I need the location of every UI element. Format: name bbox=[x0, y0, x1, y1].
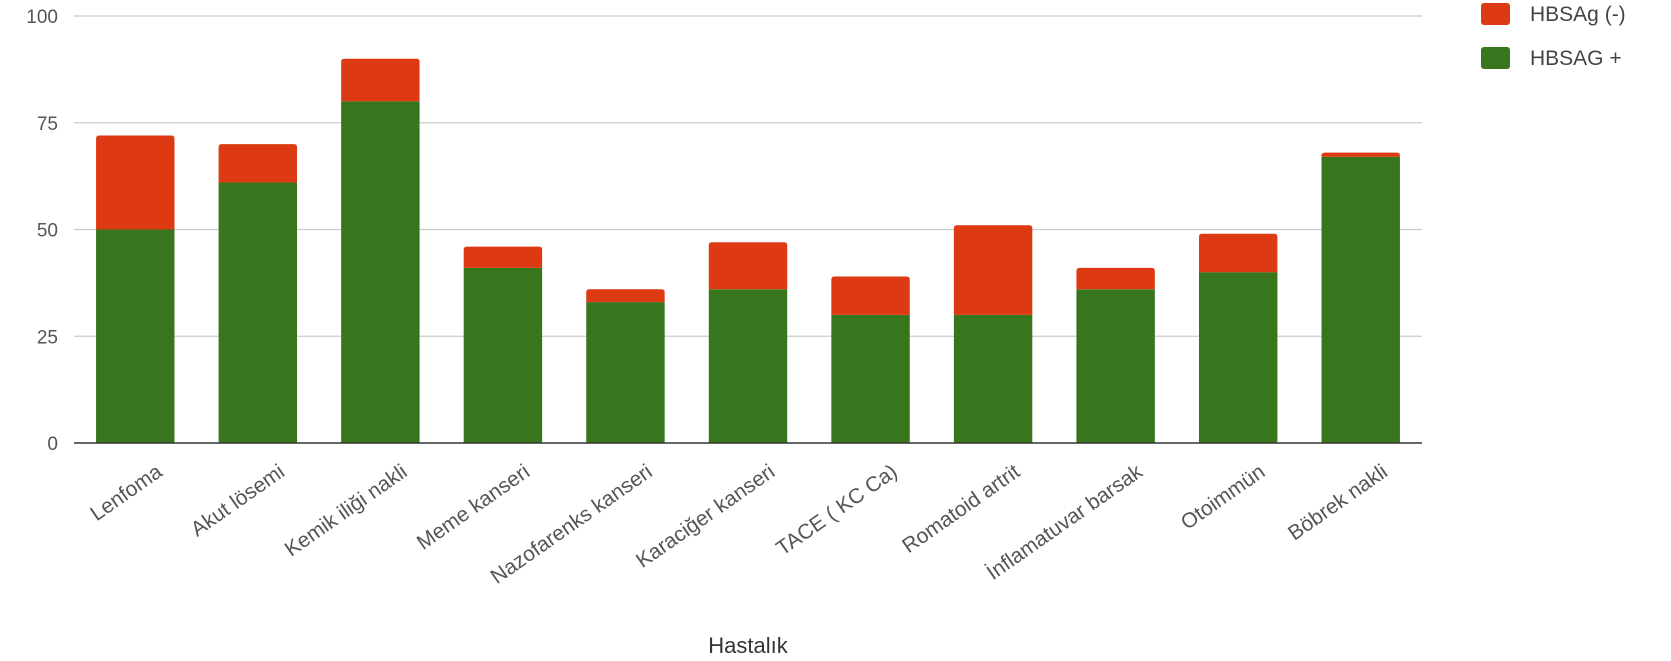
x-tick-label-1: Lenfoma bbox=[86, 460, 166, 526]
bar-group-8[interactable] bbox=[953, 225, 1033, 443]
bar-2-hbsag-positive[interactable] bbox=[218, 182, 298, 443]
bar-8-hbsag-negative[interactable] bbox=[953, 225, 1033, 315]
bar-group-3[interactable] bbox=[341, 58, 420, 444]
y-tick-label-100: 100 bbox=[26, 7, 58, 28]
bar-10-hbsag-negative[interactable] bbox=[1198, 233, 1278, 273]
bar-group-1[interactable] bbox=[96, 135, 175, 444]
bar-group-6[interactable] bbox=[708, 242, 788, 443]
y-tick-label-0: 0 bbox=[47, 434, 58, 455]
bar-5-hbsag-positive[interactable] bbox=[586, 302, 665, 443]
bar-group-2[interactable] bbox=[218, 144, 298, 443]
legend[interactable]: HBSAg (-) HBSAG + bbox=[1481, 3, 1626, 70]
bar-5-hbsag-negative[interactable] bbox=[586, 289, 665, 303]
bar-7-hbsag-negative[interactable] bbox=[831, 276, 910, 315]
legend-item-2[interactable]: HBSAG + bbox=[1481, 47, 1622, 70]
bar-6-hbsag-positive[interactable] bbox=[708, 289, 788, 443]
bar-2-hbsag-negative[interactable] bbox=[218, 144, 298, 183]
y-tick-label-75: 75 bbox=[37, 114, 58, 135]
x-tick-label-11: Böbrek nakli bbox=[1284, 460, 1392, 545]
bar-10-hbsag-positive[interactable] bbox=[1198, 272, 1278, 443]
bar-1-hbsag-positive[interactable] bbox=[96, 229, 175, 444]
legend-label-2: HBSAG + bbox=[1530, 47, 1622, 70]
bar-6-hbsag-negative[interactable] bbox=[708, 242, 788, 290]
bar-group-10[interactable] bbox=[1198, 233, 1278, 443]
x-axis-title: Hastalık bbox=[708, 633, 788, 658]
legend-label-1: HBSAg (-) bbox=[1530, 3, 1626, 26]
bar-9-hbsag-positive[interactable] bbox=[1076, 289, 1155, 443]
x-tick-label-2: Akut lösemi bbox=[187, 460, 289, 541]
bar-4-hbsag-positive[interactable] bbox=[463, 267, 543, 443]
legend-swatch-2 bbox=[1481, 47, 1510, 69]
bar-group-4[interactable] bbox=[463, 246, 543, 443]
x-tick-label-3: Kemik iliği nakli bbox=[281, 460, 412, 561]
legend-item-1[interactable]: HBSAg (-) bbox=[1481, 3, 1626, 26]
bar-group-5[interactable] bbox=[586, 289, 665, 443]
bars bbox=[96, 58, 1400, 444]
x-tick-label-8: Romatoid artrit bbox=[898, 460, 1024, 558]
bar-7-hbsag-positive[interactable] bbox=[831, 314, 910, 443]
bar-1-hbsag-negative[interactable] bbox=[96, 135, 175, 230]
bar-group-7[interactable] bbox=[831, 276, 910, 443]
bar-3-hbsag-negative[interactable] bbox=[341, 58, 420, 102]
y-tick-label-50: 50 bbox=[37, 221, 58, 242]
bar-group-9[interactable] bbox=[1076, 267, 1155, 443]
bar-9-hbsag-negative[interactable] bbox=[1076, 267, 1155, 290]
bar-4-hbsag-negative[interactable] bbox=[463, 246, 543, 268]
bar-11-hbsag-positive[interactable] bbox=[1321, 156, 1400, 443]
bar-11-hbsag-negative[interactable] bbox=[1321, 152, 1400, 157]
x-tick-label-7: TACE ( KC Ca) bbox=[772, 460, 901, 560]
bar-group-11[interactable] bbox=[1321, 152, 1400, 443]
y-axis-tick-labels: 0 25 50 75 100 bbox=[26, 7, 58, 455]
legend-swatch-1 bbox=[1481, 3, 1510, 25]
bar-8-hbsag-positive[interactable] bbox=[953, 314, 1033, 443]
y-tick-label-25: 25 bbox=[37, 327, 58, 348]
x-tick-label-4: Meme kanseri bbox=[413, 460, 534, 554]
bar-3-hbsag-positive[interactable] bbox=[341, 101, 420, 444]
x-tick-label-10: Otoimmün bbox=[1177, 460, 1270, 534]
